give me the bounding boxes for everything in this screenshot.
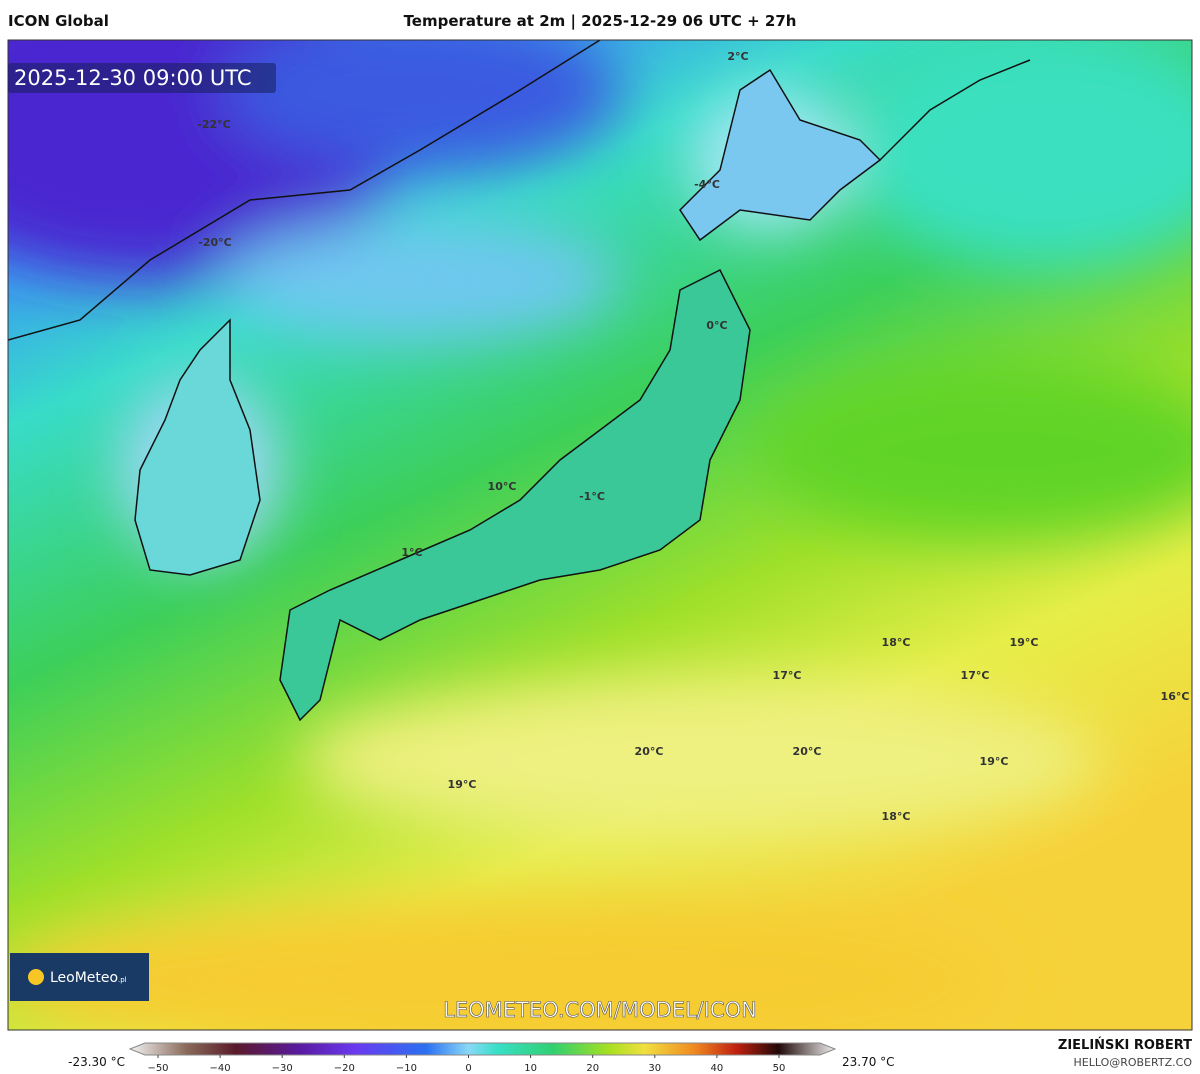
colorbar-tick-label: 10 [524, 1063, 537, 1074]
watermark: LEOMETEO.COM/MODEL/ICON [443, 998, 757, 1022]
temperature-label: 2°C [727, 50, 748, 63]
colorbar-tick-label: −20 [334, 1063, 355, 1074]
temperature-label: -4°C [694, 178, 720, 191]
colorbar-tick-label: −10 [396, 1063, 417, 1074]
colorbar-tick-label: 50 [773, 1063, 786, 1074]
email: HELLO@ROBERTZ.CO [1074, 1056, 1193, 1069]
colorbar-max: 23.70 °C [842, 1055, 895, 1069]
temperature-label: 20°C [793, 745, 822, 758]
temperature-label: 10°C [488, 480, 517, 493]
colorbar-tick-label: 40 [711, 1063, 724, 1074]
map-frame [7, 39, 1193, 1031]
colorbar-min: -23.30 °C [68, 1055, 125, 1069]
colorbar-tick-label: 20 [586, 1063, 599, 1074]
temperature-label: 19°C [980, 755, 1009, 768]
temperature-label: -1°C [579, 490, 605, 503]
time-box [8, 63, 276, 93]
temperature-label: 1°C [401, 546, 422, 559]
logo-suffix: .pl [118, 976, 127, 984]
colorbar [128, 1042, 837, 1056]
temperature-label: -20°C [198, 236, 231, 249]
temperature-label: 18°C [882, 810, 911, 823]
temperature-label: 16°C [1161, 690, 1190, 703]
author: ZIELIŃSKI ROBERT [1058, 1037, 1192, 1053]
temperature-label: 20°C [635, 745, 664, 758]
temperature-label: 19°C [448, 778, 477, 791]
colorbar-tick-label: −30 [272, 1063, 293, 1074]
temperature-label: 17°C [961, 669, 990, 682]
temperature-label: 0°C [706, 319, 727, 332]
temperature-labels: -22°C -20°C 2°C -4°C 0°C 10°C -1°C 1°C 18°C 19°C 1… [197, 50, 1189, 823]
colorbar-tick-label: −50 [147, 1063, 168, 1074]
temperature-label: 18°C [882, 636, 911, 649]
colorbar-tick-label: 0 [465, 1063, 471, 1074]
valid-time: 2025-12-30 09:00 UTC [14, 66, 252, 90]
temperature-label: 17°C [773, 669, 802, 682]
logo-sun [28, 969, 44, 985]
map-title: Temperature at 2m | 2025-12-29 06 UTC + … [404, 12, 797, 31]
logo-name: LeoMeteo [50, 970, 118, 986]
temperature-label: -22°C [197, 118, 230, 131]
temperature-label: 19°C [1010, 636, 1039, 649]
model-name: ICON Global [8, 12, 109, 30]
colorbar-ticks: −50 −40 −30 −20 −10 0 10 20 30 40 50 [147, 1055, 785, 1074]
colorbar-tick-label: 30 [648, 1063, 661, 1074]
colorbar-tick-label: −40 [210, 1063, 231, 1074]
